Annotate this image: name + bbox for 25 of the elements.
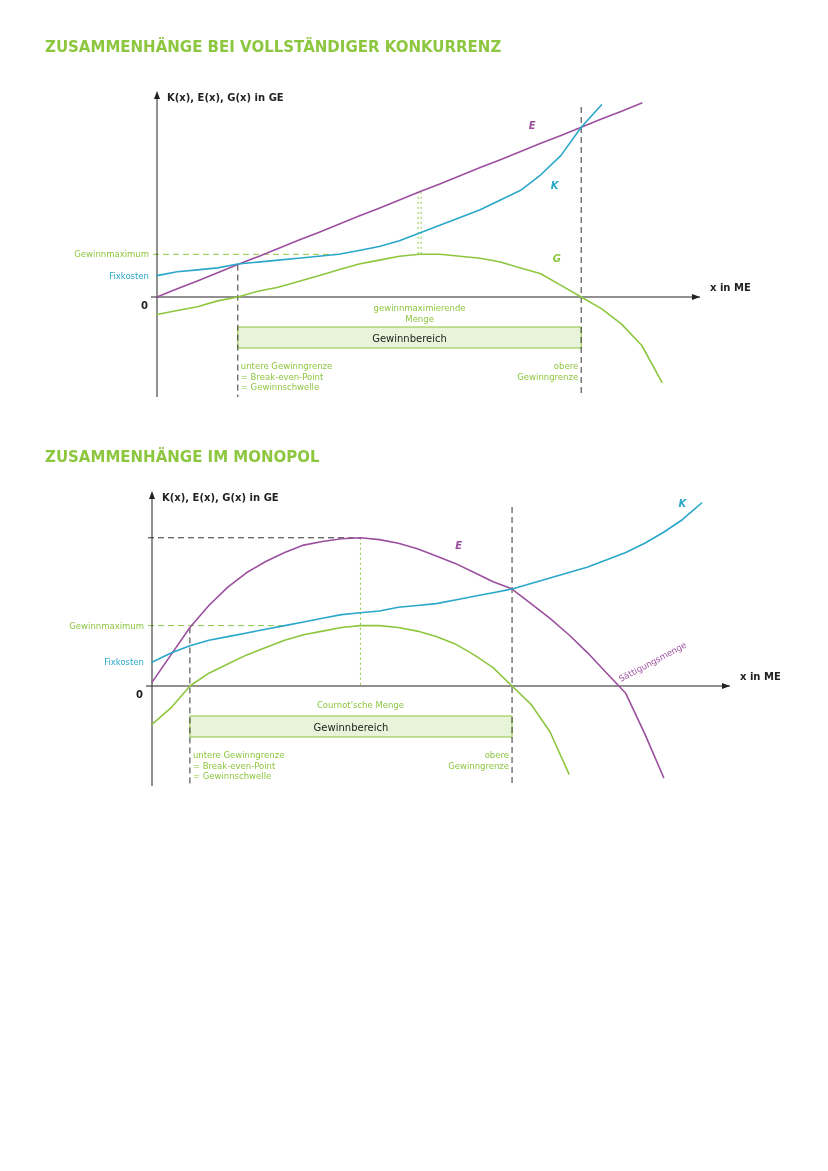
annotation: 0 — [141, 300, 149, 311]
series-label: E — [455, 540, 463, 552]
y-axis-title: K(x), E(x), G(x) in GE — [167, 92, 284, 103]
series-label: K — [678, 498, 688, 510]
annotation: obere Gewinngrenze — [448, 750, 510, 771]
annotation: Gewinnbereich — [372, 333, 447, 344]
text: 0 — [136, 689, 144, 700]
x-axis-title: x in ME — [740, 671, 781, 682]
annotation: gewinnmaximierende Menge — [373, 303, 466, 324]
series-label: G — [552, 252, 562, 264]
annotation: obere Gewinngrenze — [517, 361, 579, 382]
ref-line-label: Gewinnmaximum — [69, 620, 144, 631]
chart-title: ZUSAMMENHÄNGE IM MONOPOL — [45, 447, 321, 466]
y-axis-title: K(x), E(x), G(x) in GE — [162, 492, 279, 503]
series-label: E — [528, 120, 536, 132]
annotation: untere Gewinngrenze = Break-even-Point = Gewinnschwelle — [240, 361, 333, 393]
series-label: K — [550, 179, 560, 191]
ref-line-label: Gewinnmaximum — [74, 249, 149, 260]
annotation: untere Gewinngrenze = Break-even-Point = Gewinnschwelle — [192, 750, 285, 782]
annotation: Fixkosten — [109, 270, 149, 281]
annotation: Gewinnbereich — [313, 722, 389, 733]
chart-title: ZUSAMMENHÄNGE BEI VOLLSTÄNDIGER KONKURRENZ — [45, 37, 502, 56]
annotation: Cournot'sche Menge — [316, 700, 405, 710]
x-axis-title: x in ME — [710, 282, 751, 293]
text: Fixkosten — [104, 657, 144, 668]
